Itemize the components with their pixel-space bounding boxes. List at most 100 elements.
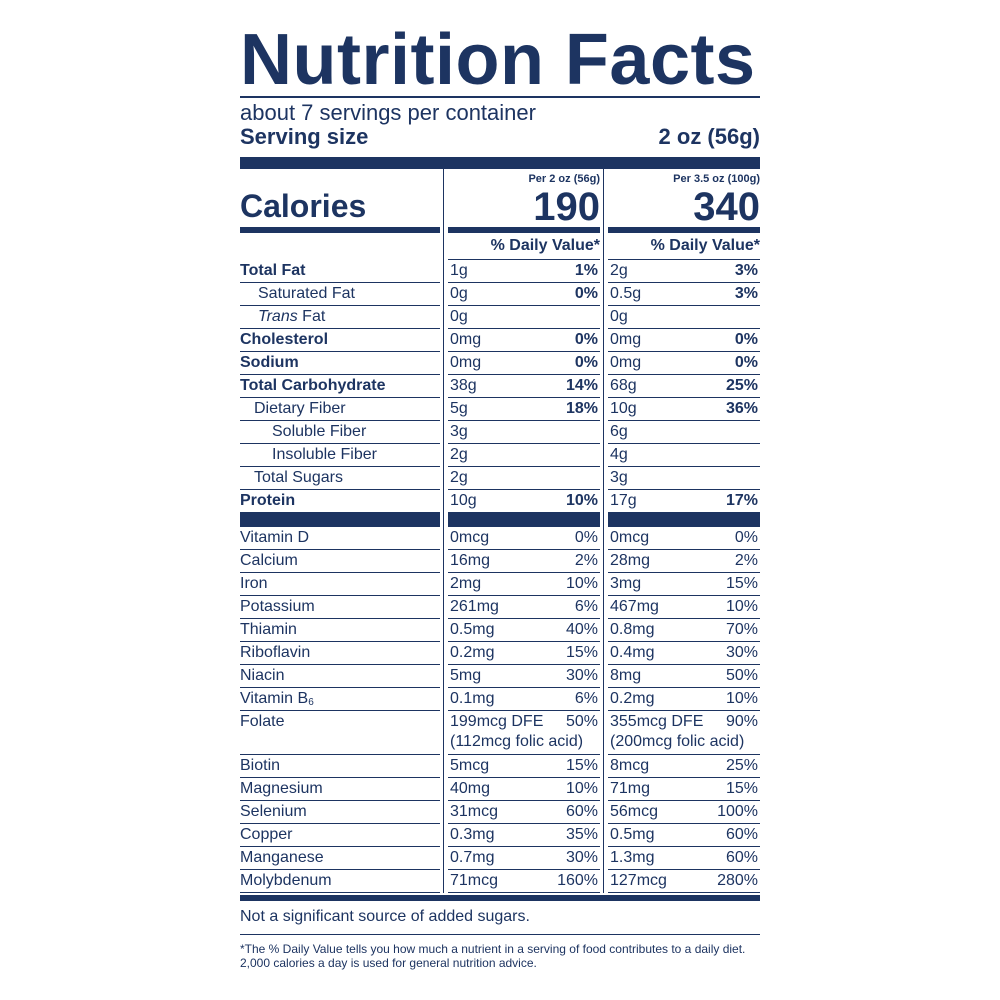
daily-value-percent: 100% xyxy=(717,803,758,820)
nutrient-label: Biotin xyxy=(240,757,281,774)
nutrient-value-cell: 0.5mg 40% xyxy=(448,619,600,642)
nutrient-amount: 71mcg xyxy=(450,872,499,889)
nutrient-name: Soluble Fiber xyxy=(240,421,440,444)
nutrient-label-subscript: 6 xyxy=(308,697,314,708)
nutrient-amount: 6g xyxy=(610,423,628,440)
nutrient-amount: 2g xyxy=(610,262,628,279)
nutrient-name: Folate xyxy=(240,711,440,755)
calories-bar xyxy=(240,227,440,233)
daily-value-percent: 15% xyxy=(565,644,598,661)
serving-size-row: Serving size 2 oz (56g) xyxy=(240,125,760,149)
nutrient-amount: 2g xyxy=(450,446,468,463)
added-sugars-note: Not a significant source of added sugars… xyxy=(240,908,760,935)
nutrient-label: Manganese xyxy=(240,849,324,866)
servings-per-container: about 7 servings per container xyxy=(240,100,536,125)
nutrient-amount: 261mg xyxy=(450,598,499,615)
nutrient-value-cell: 0.2mg 10% xyxy=(608,688,760,711)
per-100g-header: Per 3.5 oz (100g) xyxy=(673,173,760,185)
nutrient-amount: 2g xyxy=(450,469,468,486)
nutrient-value-cell: 0mg 0% xyxy=(448,352,600,375)
nutrient-value-cell: 5mg 30% xyxy=(448,665,600,688)
nutrient-value-cell: 8mcg 25% xyxy=(608,755,760,778)
nutrient-label: Niacin xyxy=(240,667,285,684)
nutrient-name: Riboflavin xyxy=(240,642,440,665)
nutrient-amount: 10g xyxy=(610,400,637,417)
nutrient-label: Sodium xyxy=(240,354,299,371)
nutrient-name: Saturated Fat xyxy=(240,283,440,306)
calories-column-1: Per 2 oz (56g) 190 xyxy=(448,169,600,227)
daily-value-percent: 0% xyxy=(574,354,598,371)
nutrient-value-cell: 71mg 15% xyxy=(608,778,760,801)
nutrient-value-cell: 10g 10% xyxy=(448,490,600,513)
daily-value-percent: 70% xyxy=(725,621,758,638)
nutrient-value-cell: 1g 1% xyxy=(448,260,600,283)
nutrient-amount: 0.5mg xyxy=(610,826,655,843)
serving-bar xyxy=(240,157,760,169)
daily-value-percent: 36% xyxy=(725,400,758,417)
nutrient-amount: 1.3mg xyxy=(610,849,655,866)
nutrient-amount: 0mg xyxy=(610,354,642,371)
daily-value-percent: 6% xyxy=(574,598,598,615)
nutrient-amount: 71mg xyxy=(610,780,651,797)
nutrient-value-cell: 0.5g 3% xyxy=(608,283,760,306)
nutrient-value-cell: 3mg 15% xyxy=(608,573,760,596)
daily-value-header-2: % Daily Value* xyxy=(608,233,760,260)
daily-value-percent: 14% xyxy=(565,377,598,394)
nutrient-amount: 355mcg DFE xyxy=(610,713,704,730)
daily-value-percent: 160% xyxy=(557,872,598,889)
nutrient-value-cell: 0g xyxy=(608,306,760,329)
daily-value-percent: 17% xyxy=(725,492,758,509)
nutrient-amount: 0.5g xyxy=(610,285,642,302)
nutrient-name: Selenium xyxy=(240,801,440,824)
nutrient-value-cell: 0.1mg 6% xyxy=(448,688,600,711)
nutrient-amount: 0mg xyxy=(610,331,642,348)
folic-acid-amount: (200mcg folic acid) xyxy=(610,733,745,750)
nutrient-label: Saturated Fat xyxy=(258,285,355,302)
daily-value-percent: 60% xyxy=(725,849,758,866)
nutrient-value-cell: 0.7mg 30% xyxy=(448,847,600,870)
nutrient-value-cell: 31mcg 60% xyxy=(448,801,600,824)
nutrient-label: Thiamin xyxy=(240,621,297,638)
nutrient-amount: 0g xyxy=(610,308,628,325)
nutrient-value-cell: 16mg 2% xyxy=(448,550,600,573)
daily-value-percent: 35% xyxy=(565,826,598,843)
nutrient-label: Potassium xyxy=(240,598,315,615)
daily-value-percent: 30% xyxy=(565,849,598,866)
nutrient-value-cell: 2g xyxy=(448,444,600,467)
table-bottom-bar xyxy=(240,895,760,901)
daily-value-percent: 25% xyxy=(725,757,758,774)
daily-value-percent: 0% xyxy=(734,354,758,371)
nutrient-value-cell: 261mg 6% xyxy=(448,596,600,619)
nutrient-name: Total Carbohydrate xyxy=(240,375,440,398)
nutrient-amount: 0g xyxy=(450,308,468,325)
nutrient-value-cell: 56mcg 100% xyxy=(608,801,760,824)
daily-value-percent: 50% xyxy=(725,667,758,684)
nutrient-name: Protein xyxy=(240,490,440,513)
nutrient-value-cell: 0.5mg 60% xyxy=(608,824,760,847)
nutrient-label-suffix: Fat xyxy=(297,308,326,325)
daily-value-percent: 25% xyxy=(725,377,758,394)
nutrient-amount: 0.2mg xyxy=(450,644,495,661)
daily-value-percent: 0% xyxy=(734,331,758,348)
nutrient-amount: 5mg xyxy=(450,667,482,684)
nutrient-amount: 0g xyxy=(450,285,468,302)
calories-label: Calories xyxy=(240,188,367,224)
nutrient-amount: 56mcg xyxy=(610,803,659,820)
nutrient-amount: 199mcg DFE xyxy=(450,713,544,730)
daily-value-percent: 0% xyxy=(734,529,758,546)
nutrient-amount: 0.3mg xyxy=(450,826,495,843)
nutrient-name: Biotin xyxy=(240,755,440,778)
daily-value-percent: 15% xyxy=(725,780,758,797)
nutrient-name: Vitamin B6 xyxy=(240,688,440,711)
nutrient-value-cell: 3g xyxy=(448,421,600,444)
nutrient-amount: 40mg xyxy=(450,780,491,797)
nutrient-name: Niacin xyxy=(240,665,440,688)
daily-value-percent: 15% xyxy=(725,575,758,592)
nutrient-name: Insoluble Fiber xyxy=(240,444,440,467)
nutrient-value-cell: 40mg 10% xyxy=(448,778,600,801)
nutrient-name: Molybdenum xyxy=(240,870,440,893)
nutrient-amount: 0.1mg xyxy=(450,690,495,707)
nutrient-label: Total Fat xyxy=(240,262,306,279)
nutrient-label: Dietary Fiber xyxy=(254,400,346,417)
daily-value-percent: 60% xyxy=(725,826,758,843)
